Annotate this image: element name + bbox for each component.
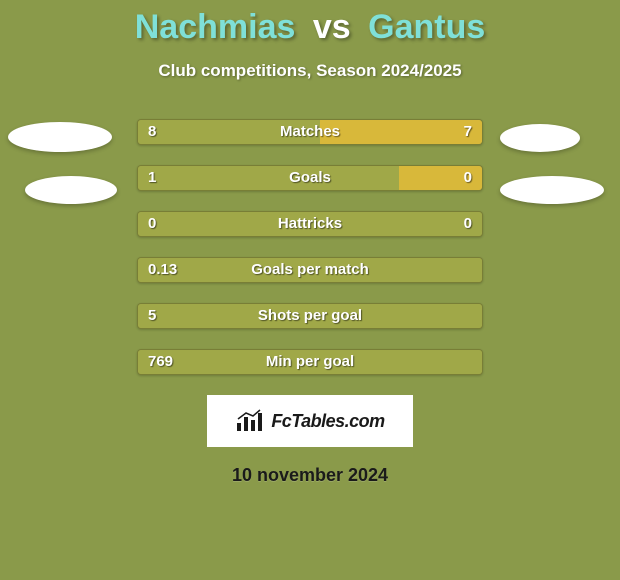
stat-row: 5Shots per goal [137,303,483,329]
stat-row: 8Matches7 [137,119,483,145]
page-title: Nachmias vs Gantus [0,0,620,47]
stat-row: 0.13Goals per match [137,257,483,283]
stat-label: Shots per goal [138,304,482,328]
site-logo: FcTables.com [207,395,413,447]
stat-row: 1Goals0 [137,165,483,191]
stat-label: Goals [138,166,482,190]
placeholder-oval [500,176,604,204]
title-player2: Gantus [368,8,485,46]
title-player1: Nachmias [135,8,296,46]
stat-row: 0Hattricks0 [137,211,483,237]
stat-label: Matches [138,120,482,144]
subtitle: Club competitions, Season 2024/2025 [0,61,620,81]
title-vs: vs [313,8,351,46]
stat-label: Goals per match [138,258,482,282]
chart-icon [235,409,265,433]
stat-row: 769Min per goal [137,349,483,375]
stat-value-player2: 7 [464,120,472,144]
placeholder-oval [8,122,112,152]
date-label: 10 november 2024 [0,465,620,486]
placeholder-oval [25,176,117,204]
stat-label: Min per goal [138,350,482,374]
stat-value-player2: 0 [464,166,472,190]
stat-value-player2: 0 [464,212,472,236]
comparison-bars: 8Matches71Goals00Hattricks00.13Goals per… [137,119,483,375]
stat-label: Hattricks [138,212,482,236]
placeholder-oval [500,124,580,152]
logo-text: FcTables.com [271,411,384,432]
